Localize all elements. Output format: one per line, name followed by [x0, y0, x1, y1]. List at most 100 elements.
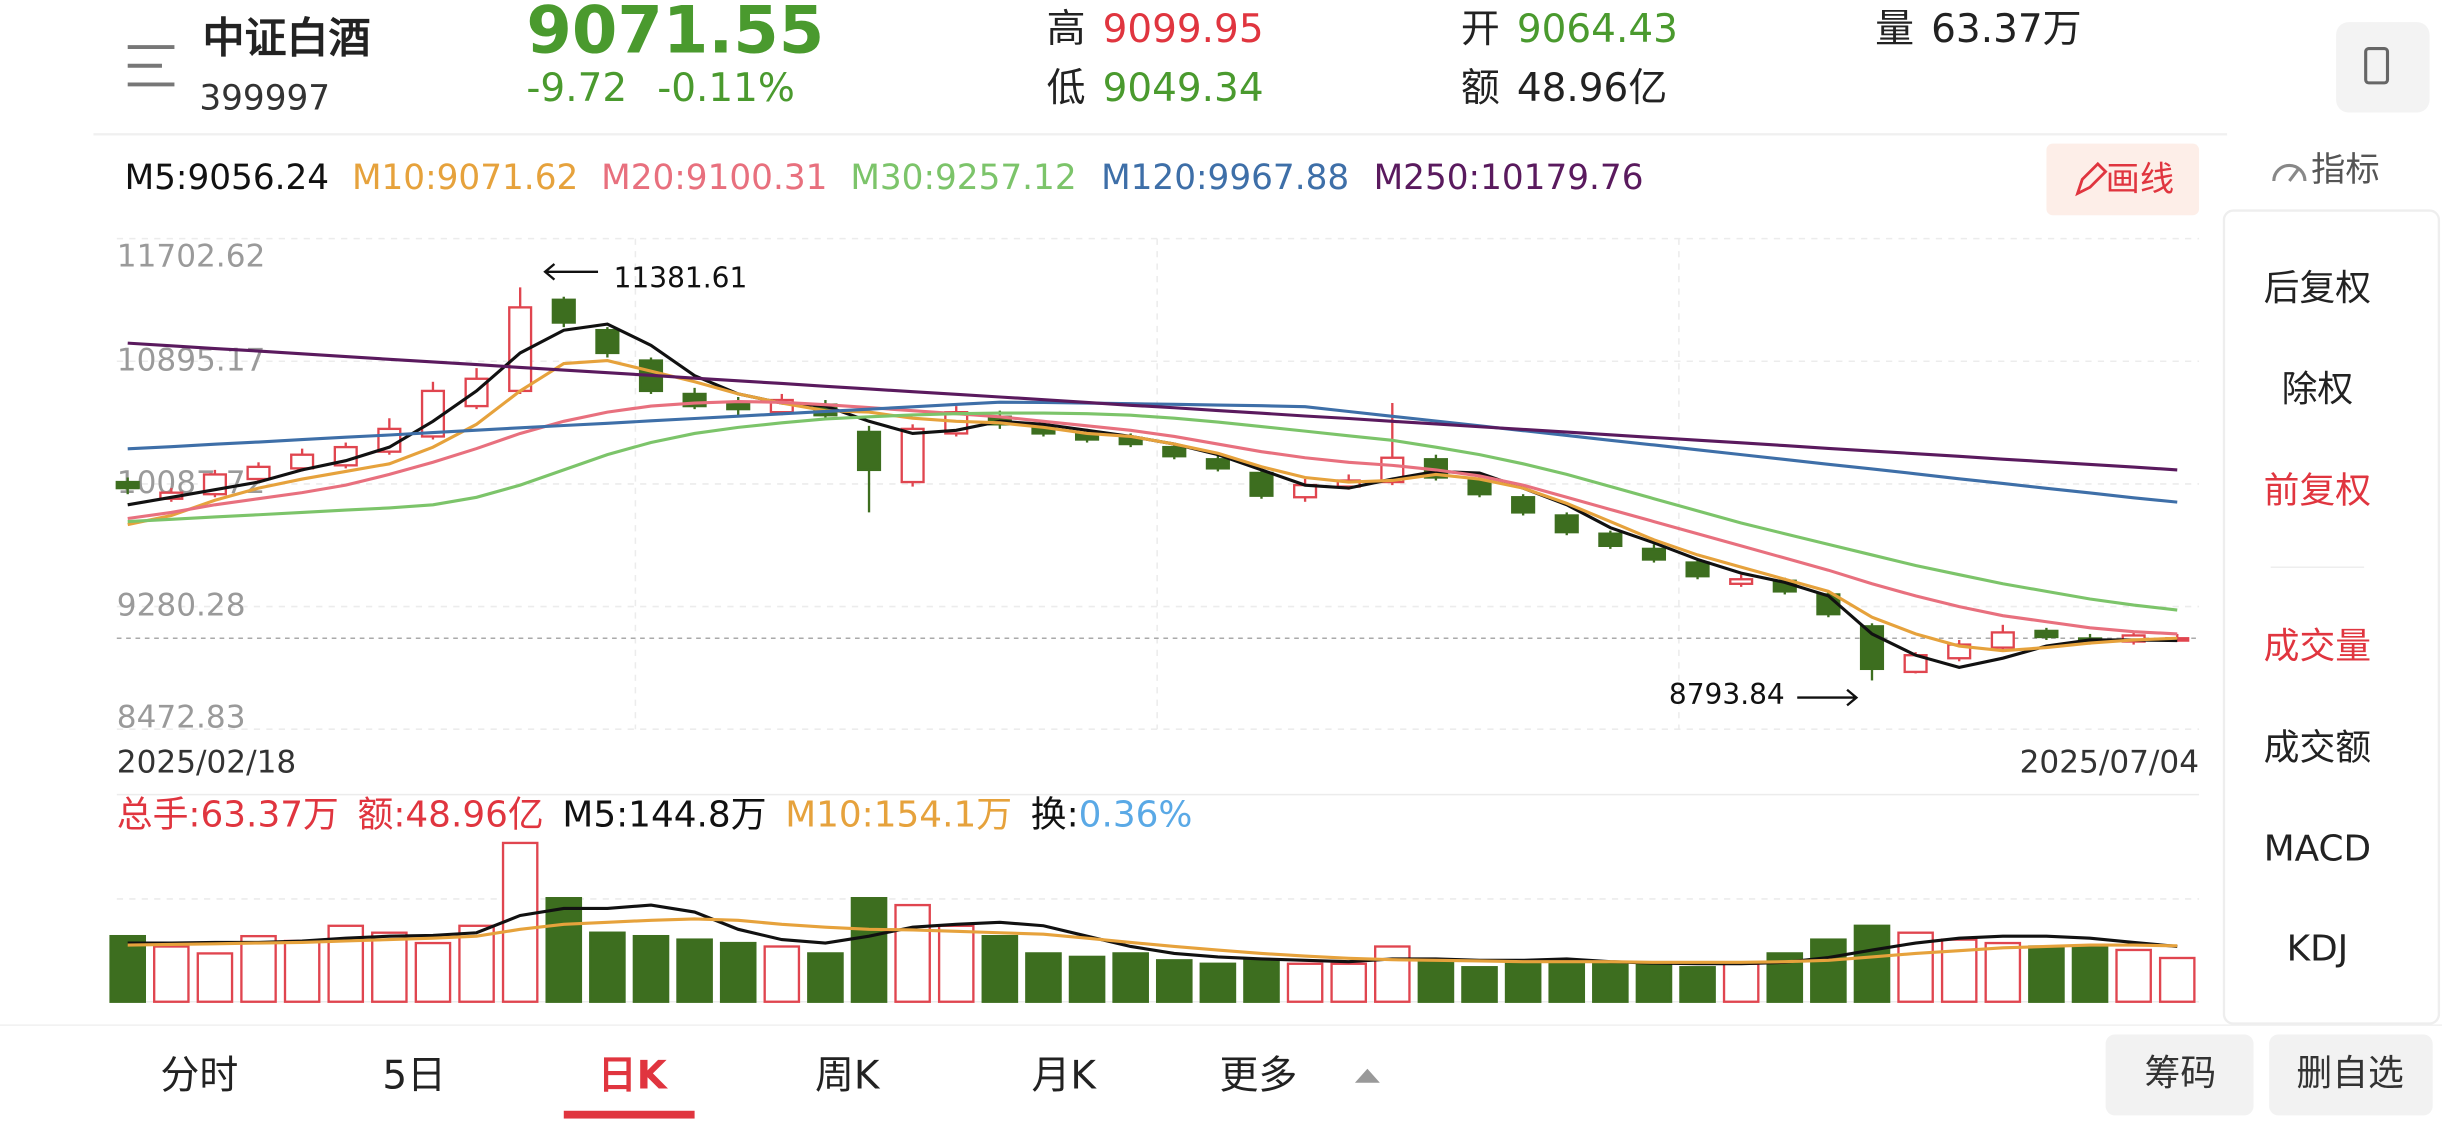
stock-name: 中证白酒 [202, 13, 370, 62]
device-button[interactable] [2336, 22, 2430, 113]
legend-item: 总手:63.37万 [117, 794, 339, 835]
volume-ma-line [127, 903, 2178, 966]
tab[interactable]: 周K [815, 1054, 881, 1099]
volume-bar [2115, 948, 2152, 1003]
amount-label: 额 [1461, 66, 1500, 111]
tab[interactable]: 5日 [382, 1054, 446, 1099]
chip-button[interactable]: 筹码 [2105, 1034, 2254, 1116]
button-bg [2336, 22, 2430, 113]
gauge-icon [2272, 163, 2307, 182]
phone-icon [2364, 47, 2390, 85]
draw-label: 画线 [2106, 159, 2175, 199]
volume-bar [153, 945, 190, 1003]
volume-bar [240, 934, 277, 1003]
sidebar-item[interactable]: 前复权 [2264, 470, 2371, 511]
gauge-needle [2288, 167, 2300, 182]
volume-bar [2071, 945, 2109, 1003]
volume-bar [763, 945, 801, 1003]
volume-bar [1853, 924, 1891, 1003]
volume-bar [850, 897, 888, 1003]
volume-bar [1722, 962, 1760, 1003]
candle-body [856, 430, 882, 472]
ma-legend: M250:10179.76 [1374, 158, 1644, 198]
change-pct: -0.11% [657, 66, 795, 111]
y-tick-label: 8472.83 [117, 699, 246, 735]
volume-bar [501, 841, 539, 1003]
candle-body [726, 401, 751, 411]
candle-body [115, 480, 140, 490]
ma-line [127, 400, 2178, 504]
legend-item: 额:48.96亿 [358, 794, 544, 835]
volume-bar [1592, 962, 1629, 1003]
ma-legend: M120:9967.88 [1101, 158, 1349, 198]
volume-bar [1504, 962, 1542, 1003]
candle-body [1118, 436, 1143, 446]
candle-body [1990, 631, 2015, 649]
candle-body [595, 328, 620, 355]
volume-bar [1155, 959, 1193, 1003]
volume-bar [1068, 955, 1106, 1003]
candle-body [1467, 479, 1492, 496]
ma-line [127, 399, 2178, 636]
volume-bar [894, 903, 931, 1003]
high-value: 9099.95 [1103, 7, 1264, 52]
ma-line [127, 411, 2178, 612]
open-value: 9064.43 [1517, 7, 1678, 52]
volume-label: 量 [1875, 7, 1914, 52]
ma-line [127, 341, 2178, 472]
indicator-button[interactable]: 指标 [2272, 150, 2380, 190]
volume-bar [2158, 956, 2196, 1003]
sidebar-item[interactable]: 后复权 [2264, 268, 2371, 309]
candle-body [1685, 561, 1710, 578]
legend-item: 0.36% [1079, 794, 1193, 835]
candle-body [1598, 532, 1623, 548]
sidebar [2222, 209, 2441, 1025]
volume-bar [545, 897, 583, 1003]
candle-body [1249, 471, 1274, 497]
volume-bar [1199, 962, 1237, 1003]
button-bg [2046, 143, 2200, 216]
sidebar-item[interactable]: MACD [2264, 829, 2371, 870]
sidebar-item[interactable]: 除权 [2282, 369, 2354, 410]
tab[interactable]: 更多 [1219, 1054, 1297, 1099]
high-arrow [543, 263, 599, 281]
legend-item: 换: [1031, 794, 1079, 835]
menu-icon[interactable] [127, 45, 175, 87]
y-tick-label: 9280.28 [117, 588, 246, 624]
more-arrow[interactable] [1354, 1068, 1380, 1083]
high-annotation: 11381.61 [614, 262, 748, 295]
tab[interactable]: 分时 [160, 1054, 238, 1099]
volume-ma-line [127, 917, 2178, 964]
volume-bar [1243, 959, 1280, 1003]
volume-value: 63.37万 [1931, 7, 2081, 52]
tab-active[interactable]: 日K [598, 1054, 669, 1099]
stock-code: 399997 [199, 79, 330, 119]
y-tick-label: 11702.62 [117, 238, 266, 274]
volume-bar [414, 941, 452, 1003]
candle-body [2034, 629, 2059, 639]
remove-button[interactable]: 删自选 [2269, 1034, 2433, 1116]
volume-bar [981, 934, 1019, 1003]
candle-body [900, 427, 925, 484]
button-label: 筹码 [2145, 1053, 2217, 1094]
volume-bar [676, 938, 713, 1003]
volume-bar [1374, 945, 1411, 1003]
ma-legend: M30:9257.12 [850, 158, 1076, 198]
ma-legend: M5:9056.24 [125, 158, 330, 198]
volume-bar [1984, 941, 2022, 1003]
button-label: 删自选 [2296, 1053, 2403, 1094]
tab[interactable]: 月K [1031, 1054, 1097, 1099]
volume-bar [1330, 962, 1368, 1003]
low-annotation: 8793.84 [1669, 678, 1785, 711]
draw-button[interactable]: 画线 [2046, 143, 2200, 216]
sidebar-item[interactable]: 成交量 [2264, 626, 2371, 667]
volume-bar [1112, 952, 1149, 1003]
candle-body [290, 453, 315, 470]
candle-body [1205, 458, 1230, 470]
low-arrow [1797, 688, 1859, 707]
sidebar-item[interactable]: 成交额 [2264, 727, 2371, 768]
candle-body [1511, 496, 1536, 514]
sidebar-item[interactable]: KDJ [2287, 928, 2349, 969]
low-value: 9049.34 [1103, 66, 1264, 111]
